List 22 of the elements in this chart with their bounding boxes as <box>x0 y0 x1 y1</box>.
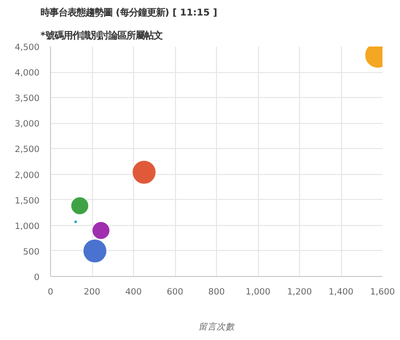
x-tick-label: 1,600 <box>370 288 395 298</box>
x-tick-label: 400 <box>125 288 142 298</box>
y-tick-label: 2,500 <box>14 145 40 156</box>
x-tick-label: 800 <box>208 288 225 298</box>
y-tick-label: 3,500 <box>14 94 40 104</box>
chart-title: 時事台表態趨勢圖 (每分鐘更新) [ 11:15 ] <box>40 8 218 18</box>
x-tick-label: 600 <box>166 288 184 298</box>
y-tick-label: 1,000 <box>14 222 40 232</box>
y-tick-label: 1,500 <box>14 196 40 206</box>
y-tick-label: 4,500 <box>14 43 40 53</box>
y-tick-label: 2,000 <box>14 170 40 181</box>
x-axis-title: 留言次數 <box>198 322 236 332</box>
x-tick-label: 200 <box>84 288 100 298</box>
x-tick-label: 0 <box>48 288 54 298</box>
chart-subtitle: *號碼用作識別討論區所屬帖文 <box>40 30 162 42</box>
y-tick-label: 3,000 <box>14 120 40 130</box>
x-tick-label: 1,000 <box>246 288 270 298</box>
y-tick-label: 4,000 <box>14 68 40 79</box>
x-tick-label: 1,200 <box>287 288 312 298</box>
x-tick-label: 1,400 <box>328 288 354 298</box>
y-tick-label: 0 <box>34 273 40 283</box>
y-tick-label: 500 <box>22 247 40 258</box>
